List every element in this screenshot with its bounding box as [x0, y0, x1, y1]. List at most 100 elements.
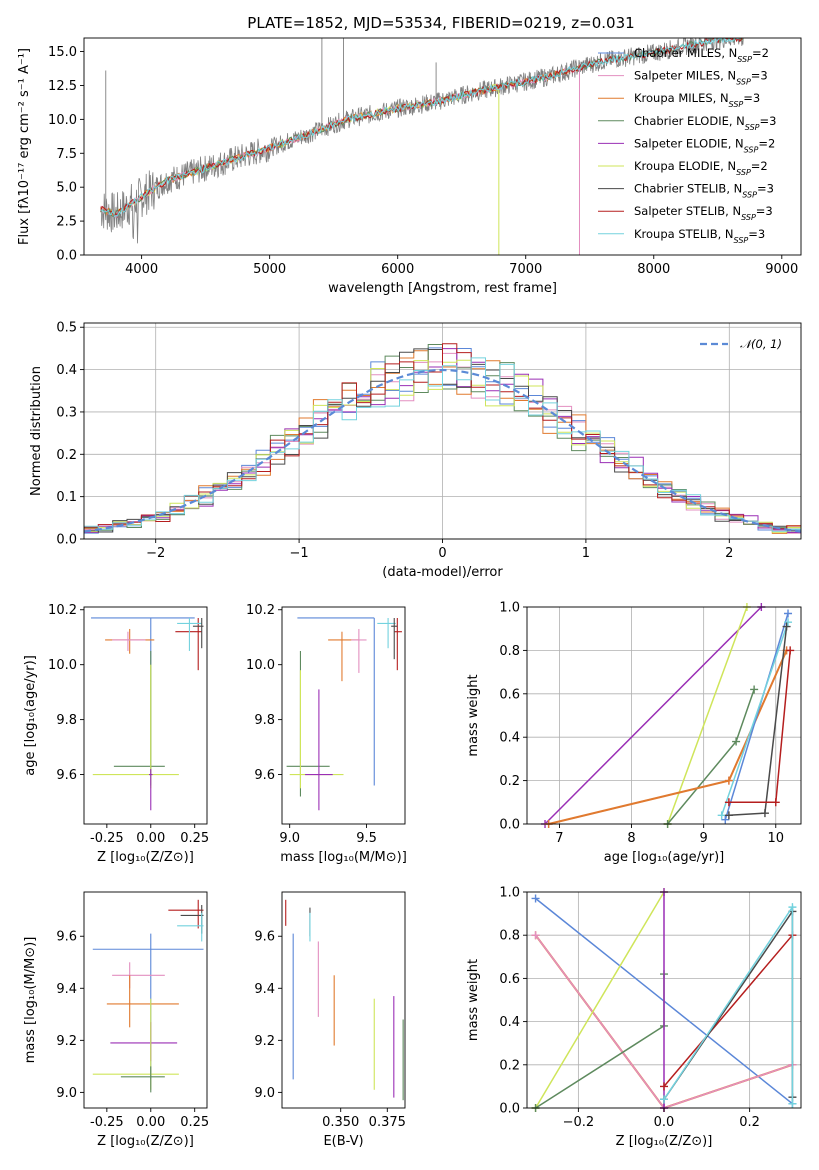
model-spectrum-line: [100, 84, 500, 216]
residuals-xtick-label: −2: [146, 546, 165, 561]
frame-layer: [80, 37, 802, 1112]
spectrum-xlabel: wavelength [Angstrom, rest frame]: [328, 281, 557, 296]
residual-histogram: [84, 343, 801, 530]
residuals-xtick-label: 1: [582, 546, 590, 561]
age-vs-mass-xtick-label: 9.5: [356, 831, 377, 846]
spectrum-ytick-label: 0.0: [56, 249, 77, 264]
weight-vs-Z-ytick-label: 0.8: [499, 929, 520, 944]
weight-point-marker: [784, 609, 793, 618]
residuals-ylabel: Normed distribution: [29, 366, 44, 496]
spectrum-xtick-label: 9000: [765, 262, 798, 277]
model-spectrum-line: [100, 65, 579, 216]
weight-point-marker: [760, 809, 769, 818]
grid-layer: [84, 323, 801, 1109]
mass-vs-Z-xtick-label: 0.25: [180, 1115, 209, 1130]
legend-entry: 𝒩(0, 1): [740, 337, 782, 351]
weight-point-marker: [531, 931, 540, 940]
spectrum-ytick-label: 15.0: [48, 45, 77, 60]
spectrum-xtick-label: 7000: [509, 262, 542, 277]
model-spectrum-line: [100, 66, 579, 218]
age-vs-Z-xtick-label: -0.25: [90, 831, 124, 846]
residuals-ytick-label: 0.2: [56, 448, 77, 463]
weight-point-marker: [784, 618, 793, 627]
weight-point-marker: [660, 1095, 668, 1104]
residuals-ytick-label: 0.1: [56, 490, 77, 505]
weight-point-marker: [782, 622, 791, 631]
residual-histogram: [84, 357, 801, 532]
weight-vs-age-xlabel: age [log₁₀(age/yr)]: [604, 850, 725, 865]
weight-point-marker: [717, 811, 726, 820]
weight-vs-Z-ytick-label: 0.4: [499, 1015, 520, 1030]
spectrum-frame: [83, 37, 802, 256]
legend-entry: Kroupa ELODIE, NSSP=2: [634, 159, 768, 177]
spectrum-xtick-label: 6000: [381, 262, 414, 277]
weight-vs-Z-xlabel: Z [log₁₀(Z/Z⊙)]: [616, 1134, 713, 1149]
legend-entry: Salpeter MILES, NSSP=3: [634, 69, 768, 87]
age-vs-Z-ylabel: age [log₁₀(age/yr)]: [23, 655, 38, 776]
spectrum-ytick-label: 10.0: [48, 113, 77, 128]
age-vs-mass-ytick-label: 10.0: [246, 658, 275, 673]
model-spectrum-line: [100, 38, 743, 218]
mass-vs-Z-ytick-label: 9.2: [56, 1034, 77, 1049]
spectrum-ytick-label: 2.5: [56, 215, 77, 230]
mass-vs-ebv-ytick-label: 9.4: [254, 982, 275, 997]
spectrum-ytick-label: 5.0: [56, 181, 77, 196]
weight-point-marker: [788, 1099, 797, 1108]
mass-vs-Z-ylabel: mass [log₁₀(M/M⊙)]: [23, 937, 38, 1064]
weight-point-marker: [788, 903, 797, 912]
age-vs-Z-xlabel: Z [log₁₀(Z/Z⊙)]: [97, 850, 194, 865]
residuals-ytick-label: 0.0: [56, 533, 77, 548]
legend-entry: Kroupa MILES, NSSP=3: [634, 91, 760, 109]
residuals-ytick-label: 0.3: [56, 405, 77, 420]
spectrum-plot: [100, 38, 744, 255]
weight-series-line: [663, 934, 793, 1087]
weight-point-marker: [724, 776, 733, 785]
legend-entry: Salpeter ELODIE, NSSP=2: [634, 136, 775, 154]
age-vs-mass-xtick-label: 9.0: [279, 831, 300, 846]
weight-vs-age-ytick-label: 0.6: [499, 687, 520, 702]
residuals-xtick-label: 2: [725, 546, 733, 561]
weight-point-marker: [786, 646, 795, 655]
spectrum-ylabel: Flux [fλ10⁻¹⁷ erg cm⁻² s⁻¹ A⁻¹]: [17, 48, 32, 245]
weight-vs-Z-xtick-label: −0.2: [563, 1115, 595, 1130]
weight-point-marker: [660, 1082, 668, 1091]
mass-vs-ebv-xtick-label: 0.375: [369, 1115, 406, 1130]
mass-vs-ebv-frame: [281, 891, 406, 1109]
weight-vs-age-xtick-label: 8: [627, 831, 635, 846]
legend-entry: Chabrier MILES, NSSP=2: [634, 46, 769, 64]
mass-vs-Z-frame: [83, 891, 208, 1109]
weight-vs-age-ytick-label: 0.4: [499, 731, 520, 746]
age-vs-Z-ytick-label: 10.2: [48, 603, 77, 618]
age-vs-Z-xtick-label: 0.25: [180, 831, 209, 846]
mass-vs-ebv-ytick-label: 9.2: [254, 1034, 275, 1049]
weight-vs-Z-ytick-label: 1.0: [499, 886, 520, 901]
weight-series-line: [666, 606, 748, 825]
weight-vs-Z-ytick-label: 0.6: [499, 972, 520, 987]
age-vs-Z-ytick-label: 9.6: [56, 768, 77, 783]
weight-vs-age-frame: [526, 606, 802, 825]
weight-vs-age-ytick-label: 0.0: [499, 818, 520, 833]
weight-vs-Z-xtick-label: 0.0: [654, 1115, 675, 1130]
mass-vs-Z-ytick-label: 9.0: [56, 1086, 77, 1101]
mass-vs-Z-xtick-label: 0.00: [136, 1115, 165, 1130]
normal-reference-curve: [83, 368, 802, 533]
weight-vs-age-ytick-label: 1.0: [499, 601, 520, 616]
mass-vs-ebv-ytick-label: 9.0: [254, 1086, 275, 1101]
weight-vs-age-xtick-label: 10: [767, 831, 784, 846]
legend-entry: Kroupa STELIB, NSSP=3: [634, 227, 765, 245]
model-spectrum-line: [100, 38, 744, 217]
spectrum-ytick-label: 7.5: [56, 147, 77, 162]
legend-entry: Chabrier STELIB, NSSP=3: [634, 182, 774, 200]
age-vs-mass-ytick-label: 9.8: [254, 713, 275, 728]
age-vs-Z-ytick-label: 9.8: [56, 713, 77, 728]
age-vs-mass-frame: [281, 606, 406, 825]
mass-vs-Z-xtick-label: -0.25: [90, 1115, 124, 1130]
mass-vs-Z-ytick-label: 9.6: [56, 930, 77, 945]
weight-point-marker: [724, 798, 733, 807]
weight-series-line: [724, 613, 789, 820]
weight-series-line: [534, 891, 665, 1109]
mass-vs-Z-xlabel: Z [log₁₀(Z/Z⊙)]: [97, 1134, 194, 1149]
legend-entry: Salpeter STELIB, NSSP=3: [634, 204, 773, 222]
spectrum-xtick-label: 4000: [125, 262, 158, 277]
age-vs-mass-ytick-label: 9.6: [254, 768, 275, 783]
